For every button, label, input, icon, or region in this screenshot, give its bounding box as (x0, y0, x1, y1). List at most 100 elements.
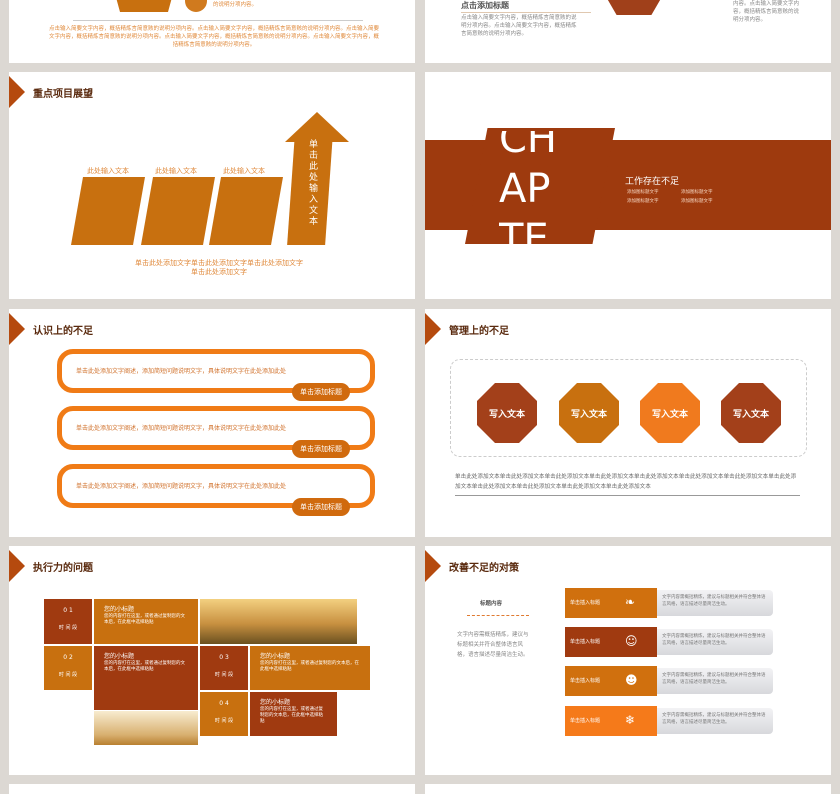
issue-card: 单击此处添加文字阐述，添加简短问题说明文字，具体说明文字在此处添加此处单击添加标… (57, 406, 375, 458)
slide-top-right[interactable]: 点击添加标题 点击输入简要文字内容，概括精炼言简意赅的说明分项内容。点击输入简要… (425, 0, 831, 63)
slide-key-projects[interactable]: 重点项目展望 单击此处输入文本 此处输入文本 此处输入文本 此处输入文本 单击此… (9, 72, 415, 299)
row-text: 文字内容需概括精炼，建议与标题相关并符合整体语言风格，语言描述尽量简洁生动。 (657, 629, 773, 655)
block-label: 时 间 段 (58, 625, 78, 631)
time-block: 0 3 时 间 段 (200, 646, 248, 690)
issue-badge[interactable]: 单击添加标题 (292, 440, 350, 458)
slide-title: 执行力的问题 (33, 563, 93, 574)
footer-text: 单击此处添加文字单击此处添加文字单击此处添加文字 (135, 259, 303, 267)
step-block (71, 177, 145, 245)
bullet: 添加图标题文字 (681, 199, 713, 204)
block-label: 时 间 段 (214, 672, 234, 678)
octagon-item[interactable]: 写入文本 (559, 383, 619, 443)
measure-row[interactable]: 单击插入标题 ☺ 文字内容需概括精炼，建议与标题相关并符合整体语言风格，语言描述尽量… (565, 627, 775, 657)
octagon-frame (450, 359, 807, 457)
issue-text: 单击此处添加文字阐述，添加简短问题说明文字，具体说明文字在此处添加此处 (76, 368, 287, 375)
block-text: 您的内容打在这里，或者通过复制您的文本后，在此框中选择粘贴 (104, 614, 185, 625)
content-block: 您的小标题 您的内容打在这里，或者通过复制您的文本后，在此框中选择粘贴 (250, 692, 337, 736)
octagon-item[interactable]: 写入文本 (721, 383, 781, 443)
slide-title: 认识上的不足 (33, 326, 93, 337)
divider (467, 615, 529, 616)
slide-countermeasures[interactable]: 改善不足的对策 标题内容 文字内容需概括精炼，建议与标题相关并符合整体语言风格，… (425, 546, 831, 775)
block-label: 时 间 段 (58, 672, 78, 678)
row-label: 单击插入标题 (565, 706, 657, 736)
block-subtitle: 您的小标题 (260, 653, 291, 660)
block-text: 您的内容打在这里，或者通过复制您的文本后，在此框中选择粘贴 (260, 661, 359, 672)
chapter-letter: CH (499, 116, 558, 162)
block-label: 时 间 段 (214, 718, 234, 724)
chapter-heading: 工作存在不足 (625, 177, 680, 187)
content-block: 您的小标题 您的内容打在这里，或者通过复制您的文本后，在此框中选择粘贴 (94, 599, 198, 644)
circle-icon (185, 0, 207, 12)
time-block: 0 1 时 间 段 (44, 599, 92, 644)
slide-bottom-left[interactable] (9, 784, 415, 794)
row-label: 单击插入标题 (565, 627, 657, 657)
slide-management[interactable]: 管理上的不足 写入文本 写入文本 写入文本 写入文本 单击此处添加文本单击此处添… (425, 309, 831, 537)
body-right: 内容。点击输入简要文字内容，概括精炼言简意赅的说明分项内容。 (733, 1, 800, 23)
row-label: 单击插入标题 (565, 666, 657, 696)
title-flag-icon (9, 313, 25, 345)
block-num: 0 2 (63, 654, 73, 661)
step-block (209, 177, 283, 245)
block-subtitle: 您的小标题 (104, 653, 135, 660)
issue-text: 单击此处添加文字阐述，添加简短问题说明文字，具体说明文字在此处添加此处 (76, 425, 287, 432)
row-label: 单击插入标题 (565, 588, 657, 618)
measure-row[interactable]: 单击插入标题 ☻ 文字内容需概括精炼，建议与标题相关并符合整体语言风格，语言描述尽量… (565, 666, 775, 696)
heading: 点击添加标题 (461, 1, 509, 10)
side-title: 标题内容 (480, 601, 503, 607)
block-text: 您的内容打在这里，或者通过复制您的文本后，在此框中选择粘贴 (104, 661, 185, 672)
slide-chapter[interactable]: CH AP TE 工作存在不足 添加图标题文字 添加图标题文字 添加图标题文字 … (425, 72, 831, 299)
side-text: 文字内容需概括精炼，建议与标题相关并符合整体语言风格，语言描述尽量简洁生动。 (457, 632, 529, 658)
time-block: 0 2 时 间 段 (44, 646, 92, 690)
time-block: 0 4 时 间 段 (200, 692, 248, 736)
row-text: 文字内容需概括精炼，建议与标题相关并符合整体语言风格，语言描述尽量简洁生动。 (657, 668, 773, 694)
issue-badge[interactable]: 单击添加标题 (292, 383, 350, 401)
step-label: 此处输入文本 (87, 167, 129, 175)
content-block: 您的小标题 您的内容打在这里，或者通过复制您的文本后，在此框中选择粘贴 (94, 646, 198, 710)
step-label: 此处输入文本 (223, 167, 265, 175)
issue-card: 单击此处添加文字阐述，添加简短问题说明文字，具体说明文字在此处添加此处单击添加标… (57, 464, 375, 516)
block-num: 0 4 (219, 700, 229, 707)
body-text: 单击此处添加文本单击此处添加文本单击此处添加文本单击此处添加文本单击此处添加文本… (455, 472, 800, 496)
candy-cane-icon: ❧ (625, 595, 636, 609)
chapter-letter: TE (499, 216, 549, 244)
hexagon-shape (114, 0, 174, 12)
block-subtitle: 您的小标题 (260, 699, 291, 706)
caption: 的说明分项内容。 (213, 2, 258, 8)
bullet: 添加图标题文字 (627, 199, 659, 204)
reindeer-icon: ☺ (625, 634, 638, 648)
block-num: 0 1 (63, 607, 73, 614)
slide-bottom-right[interactable] (425, 784, 831, 794)
arrow-text: 单击此处输入文本 (309, 140, 319, 227)
content-block: 您的小标题 您的内容打在这里，或者通过复制您的文本后，在此框中选择粘贴 (250, 646, 370, 690)
title-flag-icon (425, 313, 441, 345)
divider (461, 12, 591, 13)
title-flag-icon (9, 76, 25, 108)
measure-row[interactable]: 单击插入标题 ❄ 文字内容需概括精炼，建议与标题相关并符合整体语言风格，语言描述尽量… (565, 706, 775, 736)
octagon-item[interactable]: 写入文本 (477, 383, 537, 443)
slide-title: 改善不足的对策 (449, 563, 519, 574)
bullet: 添加图标题文字 (681, 190, 713, 195)
bullet: 添加图标题文字 (627, 190, 659, 195)
slide-title: 管理上的不足 (449, 326, 509, 337)
octagon-item[interactable]: 写入文本 (640, 383, 700, 443)
arrow-up-icon (285, 112, 349, 142)
block-num: 0 3 (219, 654, 229, 661)
issue-badge[interactable]: 单击添加标题 (292, 498, 350, 516)
divider (73, 20, 363, 21)
issue-text: 单击此处添加文字阐述，添加简短问题说明文字，具体说明文字在此处添加此处 (76, 483, 287, 490)
step-label: 此处输入文本 (155, 167, 197, 175)
chapter-band-slant (465, 128, 615, 244)
stocking-icon: ❄ (625, 713, 636, 727)
body-left: 点击输入简要文字内容，概括精炼言简意赅的说明分项内容。点击输入简要文字内容，概括… (461, 15, 577, 37)
landscape-image (200, 599, 357, 644)
santa-icon: ☻ (625, 673, 638, 687)
tree-image (94, 711, 198, 745)
measure-row[interactable]: 单击插入标题 ❧ 文字内容需概括精炼，建议与标题相关并符合整体语言风格，语言描述尽量… (565, 588, 775, 618)
step-block (141, 177, 215, 245)
slide-awareness[interactable]: 认识上的不足 单击此处添加文字阐述，添加简短问题说明文字，具体说明文字在此处添加… (9, 309, 415, 537)
slide-top-left[interactable]: 的说明分项内容。 点击输入简要文字内容，概括精炼言简意赅的说明分项内容。点击输入… (9, 0, 415, 63)
issue-card: 单击此处添加文字阐述，添加简短问题说明文字，具体说明文字在此处添加此处单击添加标… (57, 349, 375, 401)
chapter-letters: CH AP TE (499, 116, 558, 244)
block-subtitle: 您的小标题 (104, 606, 135, 613)
